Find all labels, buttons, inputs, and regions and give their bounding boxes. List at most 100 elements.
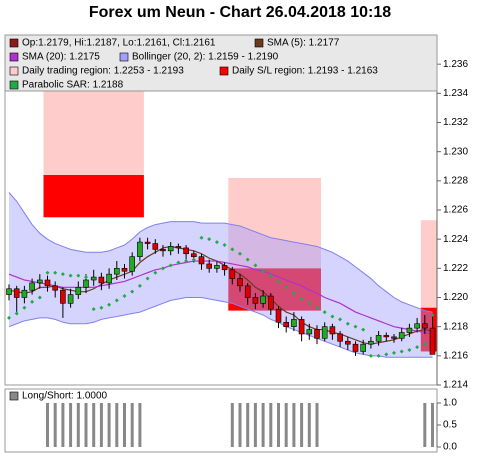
sar-dot — [207, 237, 212, 242]
legend-label: Bollinger (20, 2): 1.2159 - 1.2190 — [132, 52, 279, 63]
legend-swatch — [9, 38, 19, 48]
candle-body — [383, 335, 390, 338]
candle-body — [106, 273, 112, 284]
candle-body — [360, 343, 367, 352]
sar-dot — [137, 283, 142, 288]
sar-dot — [45, 270, 50, 275]
sar-dot — [107, 302, 112, 307]
candle-body — [6, 288, 12, 295]
sar-dot — [176, 260, 181, 265]
legend-swatch — [9, 80, 19, 90]
bar — [115, 403, 119, 447]
candle-body — [421, 323, 428, 329]
legend-swatch — [9, 391, 19, 401]
candle-body — [21, 289, 28, 298]
y-tick-label: 0.5 — [443, 420, 457, 431]
candle-body — [391, 336, 397, 339]
y-tick-label: 1.216 — [443, 350, 468, 361]
candle-body — [337, 333, 343, 342]
sar-dot — [230, 247, 235, 252]
sar-dot — [392, 350, 396, 355]
sar-dot — [22, 305, 27, 310]
sar-dot — [214, 240, 219, 245]
y-tick-label: 1.226 — [443, 205, 468, 216]
sar-dot — [407, 348, 412, 352]
sl-region — [43, 175, 144, 218]
bar — [130, 403, 134, 447]
legend-label: Op:1.2179, Hi:1.2187, Lo:1.2161, Cl:1.21… — [22, 38, 216, 49]
sar-dot — [315, 305, 319, 310]
bar — [76, 403, 80, 447]
sar-dot — [222, 243, 227, 247]
candle-body — [52, 285, 59, 291]
sar-dot — [153, 270, 158, 275]
trading-region — [228, 177, 321, 269]
sar-dot — [37, 295, 42, 300]
y-tick-label: 1.234 — [443, 88, 468, 99]
bar — [53, 403, 57, 447]
sar-dot — [7, 315, 11, 320]
bar — [123, 403, 126, 447]
candle-body — [129, 256, 135, 272]
sar-dot — [84, 275, 88, 280]
bar — [238, 403, 242, 447]
sar-dot — [245, 257, 250, 262]
candle-body — [75, 286, 82, 295]
bar — [292, 403, 296, 447]
bollinger-upper — [8, 192, 433, 313]
candle-body — [36, 279, 43, 284]
candle-body — [267, 295, 274, 310]
sar-dot — [345, 321, 350, 326]
bar — [138, 403, 142, 447]
candle-body — [298, 319, 305, 335]
bar — [246, 403, 250, 447]
bar — [61, 403, 65, 447]
sar-dot — [307, 301, 312, 306]
legend-swatch — [9, 66, 19, 76]
candle-body — [275, 308, 282, 323]
bar — [46, 403, 49, 447]
sar-dot — [330, 314, 335, 319]
bar — [99, 403, 103, 447]
sar-dot — [184, 259, 189, 264]
sar-dot — [353, 324, 358, 329]
bar — [423, 403, 427, 447]
sar-dot — [276, 279, 281, 284]
legend-label: SMA (5): 1.2177 — [267, 38, 340, 49]
sar-dot — [130, 289, 135, 294]
bar — [69, 403, 73, 447]
candle-body — [206, 263, 212, 269]
bar — [84, 403, 88, 447]
bar — [230, 403, 234, 447]
y-tick-label: 1.228 — [443, 175, 468, 186]
candle-body — [429, 327, 436, 355]
bar — [92, 403, 96, 447]
legend-swatch — [219, 66, 229, 76]
y-tick-label: 1.224 — [443, 234, 468, 245]
bar — [315, 403, 319, 447]
candle-body — [60, 289, 66, 304]
candle-body — [183, 247, 189, 255]
y-tick-label: 1.232 — [443, 117, 468, 128]
sar-dot — [284, 285, 289, 290]
candle-body — [83, 279, 89, 288]
sar-dot — [91, 307, 96, 312]
candle-body — [375, 335, 382, 342]
bar — [431, 403, 434, 447]
sar-dot — [60, 272, 65, 277]
sar-dot — [322, 310, 327, 315]
candle-body — [114, 268, 120, 275]
legend-swatch — [9, 52, 19, 62]
candle-body — [29, 282, 35, 291]
sar-dot — [268, 273, 273, 278]
candle-body — [352, 343, 359, 352]
candle-body — [198, 256, 205, 265]
sar-dot — [361, 327, 366, 332]
candle-body — [160, 249, 166, 252]
sar-dot — [422, 342, 427, 347]
legend-swatch — [254, 38, 264, 48]
sar-dot — [430, 313, 435, 317]
chart-title: Forex um Neun - Chart 26.04.2018 10:18 — [89, 4, 391, 21]
candle-body — [329, 326, 336, 335]
